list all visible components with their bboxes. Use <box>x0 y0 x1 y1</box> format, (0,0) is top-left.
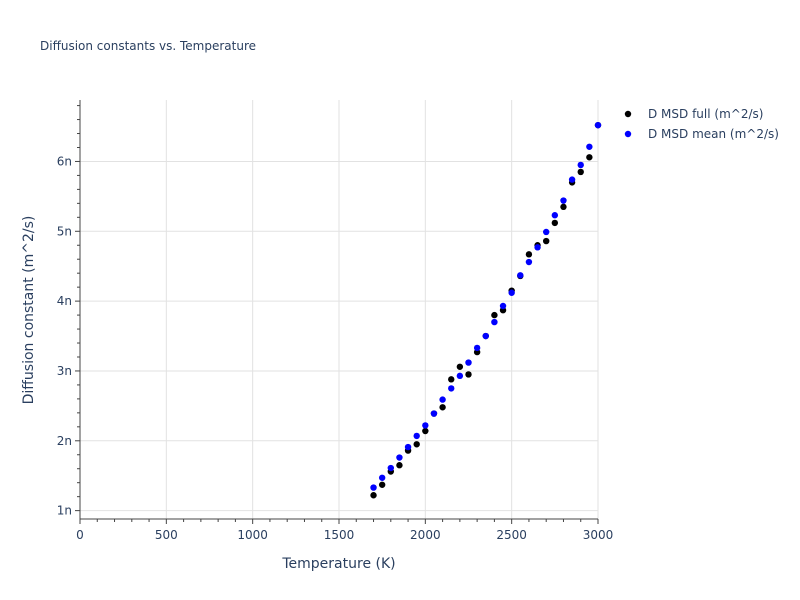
data-point-series-2[interactable] <box>482 332 489 340</box>
y-tick-label: 4n <box>57 294 72 308</box>
data-point-series-1[interactable] <box>543 237 550 245</box>
data-point-series-1[interactable] <box>577 168 584 176</box>
data-point-series-1[interactable] <box>465 371 472 378</box>
legend[interactable]: D MSD full (m^2/s) D MSD mean (m^2/s) <box>624 107 779 141</box>
y-axis-ticks: 1n 2n 3n 4n 5n 6n <box>57 105 80 518</box>
x-axis-ticks: 0 500 1000 1500 2000 2500 3000 <box>76 519 613 542</box>
data-point-series-2[interactable] <box>525 258 533 266</box>
x-tick-label: 1500 <box>324 528 355 542</box>
data-point-series-2[interactable] <box>396 454 403 461</box>
legend-marker-series-1 <box>624 110 632 118</box>
data-point-series-1[interactable] <box>413 441 420 448</box>
data-point-series-2[interactable] <box>448 385 455 392</box>
chart-title: Diffusion constants vs. Temperature <box>40 39 256 53</box>
x-tick-label: 1000 <box>237 528 268 542</box>
y-axis-label: Diffusion constant (m^2/s) <box>21 216 37 405</box>
data-point-series-2[interactable] <box>534 244 541 251</box>
x-tick-label: 500 <box>155 528 178 542</box>
data-point-series-2[interactable] <box>568 176 576 183</box>
y-tick-label: 6n <box>57 154 72 168</box>
data-point-series-1[interactable] <box>551 219 559 227</box>
data-point-series-2[interactable] <box>551 212 559 219</box>
x-tick-label: 2000 <box>410 528 441 542</box>
x-gridlines <box>165 100 599 519</box>
x-tick-label: 2500 <box>496 528 527 542</box>
data-point-series-1[interactable] <box>448 376 455 383</box>
data-point-series-2[interactable] <box>378 474 386 481</box>
data-point-series-2[interactable] <box>430 410 438 417</box>
data-point-series-2[interactable] <box>473 344 481 352</box>
data-point-series-1[interactable] <box>525 251 533 258</box>
y-tick-label: 5n <box>57 224 72 238</box>
data-point-series-1[interactable] <box>439 404 446 411</box>
y-tick-label: 2n <box>57 434 72 448</box>
x-tick-label: 3000 <box>583 528 614 542</box>
data-point-series-2[interactable] <box>517 272 524 279</box>
data-points <box>370 121 602 499</box>
data-point-series-2[interactable] <box>543 228 550 236</box>
x-axis-label: Temperature (K) <box>281 556 395 572</box>
data-point-series-2[interactable] <box>586 143 593 150</box>
data-point-series-2[interactable] <box>413 432 420 440</box>
legend-label-series-2[interactable]: D MSD mean (m^2/s) <box>648 127 779 141</box>
data-point-series-2[interactable] <box>439 396 446 403</box>
data-point-series-1[interactable] <box>586 154 593 161</box>
data-point-series-2[interactable] <box>508 289 515 296</box>
data-point-series-2[interactable] <box>577 161 584 169</box>
data-point-series-2[interactable] <box>465 359 472 366</box>
legend-label-series-1[interactable]: D MSD full (m^2/s) <box>648 107 763 121</box>
data-point-series-1[interactable] <box>370 492 377 499</box>
data-point-series-1[interactable] <box>560 203 567 211</box>
data-point-series-2[interactable] <box>387 464 394 472</box>
data-point-series-2[interactable] <box>456 372 464 380</box>
data-point-series-1[interactable] <box>396 462 403 469</box>
data-point-series-2[interactable] <box>491 318 498 326</box>
legend-marker-series-2 <box>624 130 632 138</box>
data-point-series-2[interactable] <box>422 422 429 429</box>
data-point-series-2[interactable] <box>370 484 377 491</box>
data-point-series-1[interactable] <box>491 311 498 319</box>
x-tick-label: 0 <box>76 528 84 542</box>
data-point-series-2[interactable] <box>560 197 567 204</box>
data-point-series-1[interactable] <box>456 363 464 370</box>
data-point-series-2[interactable] <box>594 121 602 129</box>
y-gridlines <box>80 160 598 512</box>
data-point-series-1[interactable] <box>422 427 429 435</box>
data-point-series-2[interactable] <box>404 443 412 451</box>
y-tick-label: 3n <box>57 364 72 378</box>
y-tick-label: 1n <box>57 504 72 518</box>
data-point-series-2[interactable] <box>499 302 507 310</box>
data-point-series-1[interactable] <box>378 481 386 488</box>
